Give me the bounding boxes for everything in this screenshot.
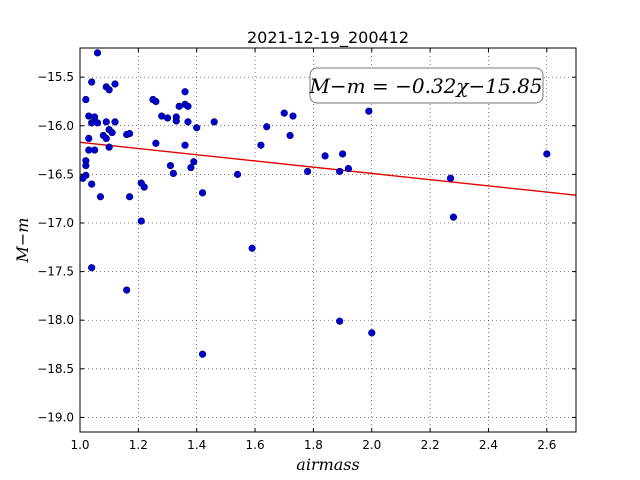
fit-equation: M−m = −0.32χ−15.85	[308, 74, 542, 98]
data-point	[105, 143, 113, 151]
data-point	[321, 152, 329, 160]
x-tick-label: 1.2	[129, 438, 148, 452]
data-point	[93, 49, 102, 57]
data-point	[79, 174, 87, 182]
data-point	[82, 162, 90, 170]
data-point	[187, 163, 195, 172]
data-point	[190, 158, 198, 166]
data-point	[88, 264, 96, 272]
data-point	[166, 162, 175, 170]
data-point	[88, 180, 96, 188]
y-tick-label: −16.5	[37, 167, 74, 181]
y-tick-label: −19.0	[37, 410, 74, 424]
data-point	[338, 150, 347, 158]
data-point	[137, 217, 145, 225]
data-point	[303, 167, 312, 176]
data-point	[344, 164, 353, 173]
data-point	[336, 167, 344, 176]
data-point	[111, 118, 119, 126]
x-tick-label: 2.4	[479, 438, 498, 452]
data-point	[169, 169, 177, 178]
y-tick-label: −18.0	[37, 313, 74, 327]
data-point	[126, 193, 134, 201]
data-point	[181, 88, 189, 96]
data-point	[233, 170, 242, 178]
y-tick-label: −16.0	[37, 119, 74, 133]
data-point	[90, 113, 99, 121]
y-tick-label: −18.5	[37, 362, 74, 376]
data-point	[93, 119, 102, 127]
data-point	[257, 141, 265, 149]
data-point	[111, 80, 119, 88]
data-points	[79, 49, 551, 358]
data-point	[543, 150, 551, 158]
data-point	[184, 102, 192, 110]
data-point	[280, 109, 288, 117]
x-tick-label: 2.0	[362, 438, 381, 452]
plot-frame	[79, 47, 577, 433]
x-tick-label: 1.6	[246, 438, 265, 452]
data-point	[172, 117, 180, 125]
data-point	[184, 118, 192, 126]
data-point	[140, 183, 148, 191]
data-point	[193, 124, 201, 132]
data-point	[105, 86, 113, 94]
x-tick-label: 1.0	[70, 438, 89, 452]
data-point	[152, 97, 160, 106]
data-point	[263, 123, 271, 131]
y-tick-label: −15.5	[37, 70, 74, 84]
data-point	[289, 112, 297, 120]
data-point	[82, 95, 90, 104]
data-point	[88, 78, 96, 86]
data-point	[152, 139, 160, 147]
y-tick-label: −17.0	[37, 216, 74, 230]
x-tick-label: 2.2	[421, 438, 440, 452]
data-point	[248, 244, 256, 252]
data-point	[102, 134, 110, 143]
data-point	[368, 329, 376, 337]
fit-equation-box: M−m = −0.32χ−15.85	[308, 67, 544, 104]
data-point	[96, 193, 105, 201]
data-point	[286, 131, 294, 140]
x-tick-label: 1.4	[187, 438, 206, 452]
data-point	[449, 213, 458, 221]
x-axis-label: airmass	[296, 455, 359, 474]
x-tick-label: 1.8	[304, 438, 323, 452]
data-point	[108, 128, 116, 137]
data-point	[126, 129, 134, 138]
data-point	[365, 107, 373, 115]
x-tick-label: 2.6	[537, 438, 556, 452]
data-point	[336, 317, 344, 325]
data-point	[85, 112, 93, 120]
data-point	[198, 350, 207, 358]
data-point	[446, 174, 455, 182]
y-axis-label: M−m	[13, 218, 32, 264]
data-point	[85, 134, 93, 143]
x-tick-labels: 1.0 1.2 1.4 1.6 1.8 2.0 2.2 2.4 2.6	[70, 438, 556, 452]
data-point	[163, 114, 172, 122]
grid-lines	[80, 48, 576, 432]
regression-fit-line	[79, 141, 577, 196]
data-point	[90, 146, 99, 154]
data-point	[123, 286, 131, 294]
y-tick-labels: −15.5 −16.0 −16.5 −17.0 −17.5 −18.0 −18.5 −19.0	[37, 70, 74, 424]
y-tick-label: −17.5	[37, 265, 74, 279]
axis-ticks	[79, 48, 576, 432]
data-point	[102, 118, 110, 126]
equation-box-frame	[309, 67, 544, 104]
data-point	[210, 118, 218, 126]
data-point	[181, 141, 189, 149]
data-point	[198, 189, 207, 197]
chart-title: 2021-12-19_200412	[247, 28, 409, 48]
